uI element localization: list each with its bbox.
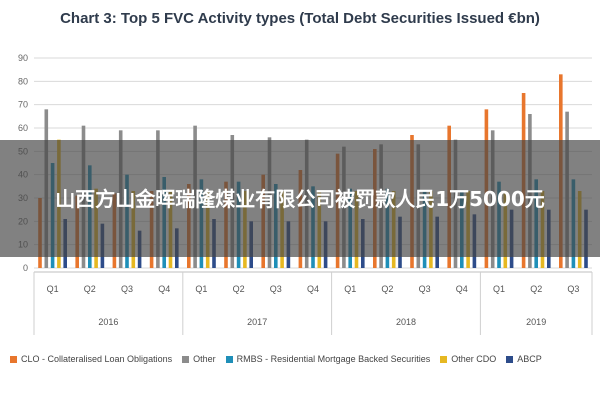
x-tick-label: Q2	[530, 284, 542, 294]
x-tick-label: Q3	[270, 284, 282, 294]
legend-item: Other	[182, 354, 216, 364]
legend-label: Other CDO	[451, 354, 497, 364]
x-tick-label: Q3	[419, 284, 431, 294]
y-tick-label: 60	[18, 123, 28, 133]
legend-swatch	[182, 355, 190, 363]
x-group-label: 2016	[98, 317, 118, 327]
banner-text: 山西方山金晖瑞隆煤业有限公司被罚款人民1万5000元	[55, 186, 545, 211]
y-tick-label: 0	[23, 263, 28, 273]
legend-label: RMBS - Residential Mortgage Backed Secur…	[236, 354, 431, 364]
x-tick-label: Q3	[567, 284, 579, 294]
legend-item: CLO - Collateralised Loan Obligations	[10, 354, 172, 364]
x-tick-label: Q2	[233, 284, 245, 294]
legend-item: RMBS - Residential Mortgage Backed Secur…	[225, 354, 431, 364]
legend-swatch	[10, 355, 17, 363]
chart-title: Chart 3: Top 5 FVC Activity types (Total…	[60, 10, 540, 27]
legend-label: Other	[193, 354, 216, 364]
legend-swatch	[225, 355, 233, 363]
x-tick-label: Q2	[381, 284, 393, 294]
x-tick-label: Q3	[121, 284, 133, 294]
x-group-label: 2019	[526, 317, 546, 327]
legend-item: Other CDO	[440, 354, 496, 364]
legend-swatch	[440, 355, 448, 363]
x-tick-label: Q1	[47, 284, 59, 294]
x-tick-label: Q1	[493, 284, 505, 294]
x-tick-label: Q4	[307, 284, 319, 294]
x-axis-ticks: Q1 Q2 Q3 Q4 Q1 Q2 Q3 Q4 Q1 Q2 Q3 Q4 Q1 Q2 Q3 2016 2017 20…	[33, 271, 593, 335]
legend-label: CLO - Collateralised Loan Obligations	[21, 354, 173, 364]
y-tick-label: 80	[18, 76, 28, 86]
x-tick-label: Q1	[195, 284, 207, 294]
legend-item: ABCP	[506, 354, 542, 364]
y-tick-label: 70	[18, 100, 28, 110]
legend-swatch	[506, 355, 514, 363]
x-group-label: 2017	[247, 317, 267, 327]
x-tick-label: Q4	[158, 284, 170, 294]
x-tick-label: Q1	[344, 284, 356, 294]
x-tick-label: Q4	[456, 284, 468, 294]
x-tick-label: Q2	[84, 284, 96, 294]
x-group-label: 2018	[396, 317, 416, 327]
overlay-banner: 山西方山金晖瑞隆煤业有限公司被罚款人民1万5000元	[0, 140, 600, 257]
legend-label: ABCP	[517, 354, 542, 364]
y-tick-label: 90	[18, 53, 28, 63]
legend: CLO - Collateralised Loan Obligations Oth…	[10, 352, 600, 366]
